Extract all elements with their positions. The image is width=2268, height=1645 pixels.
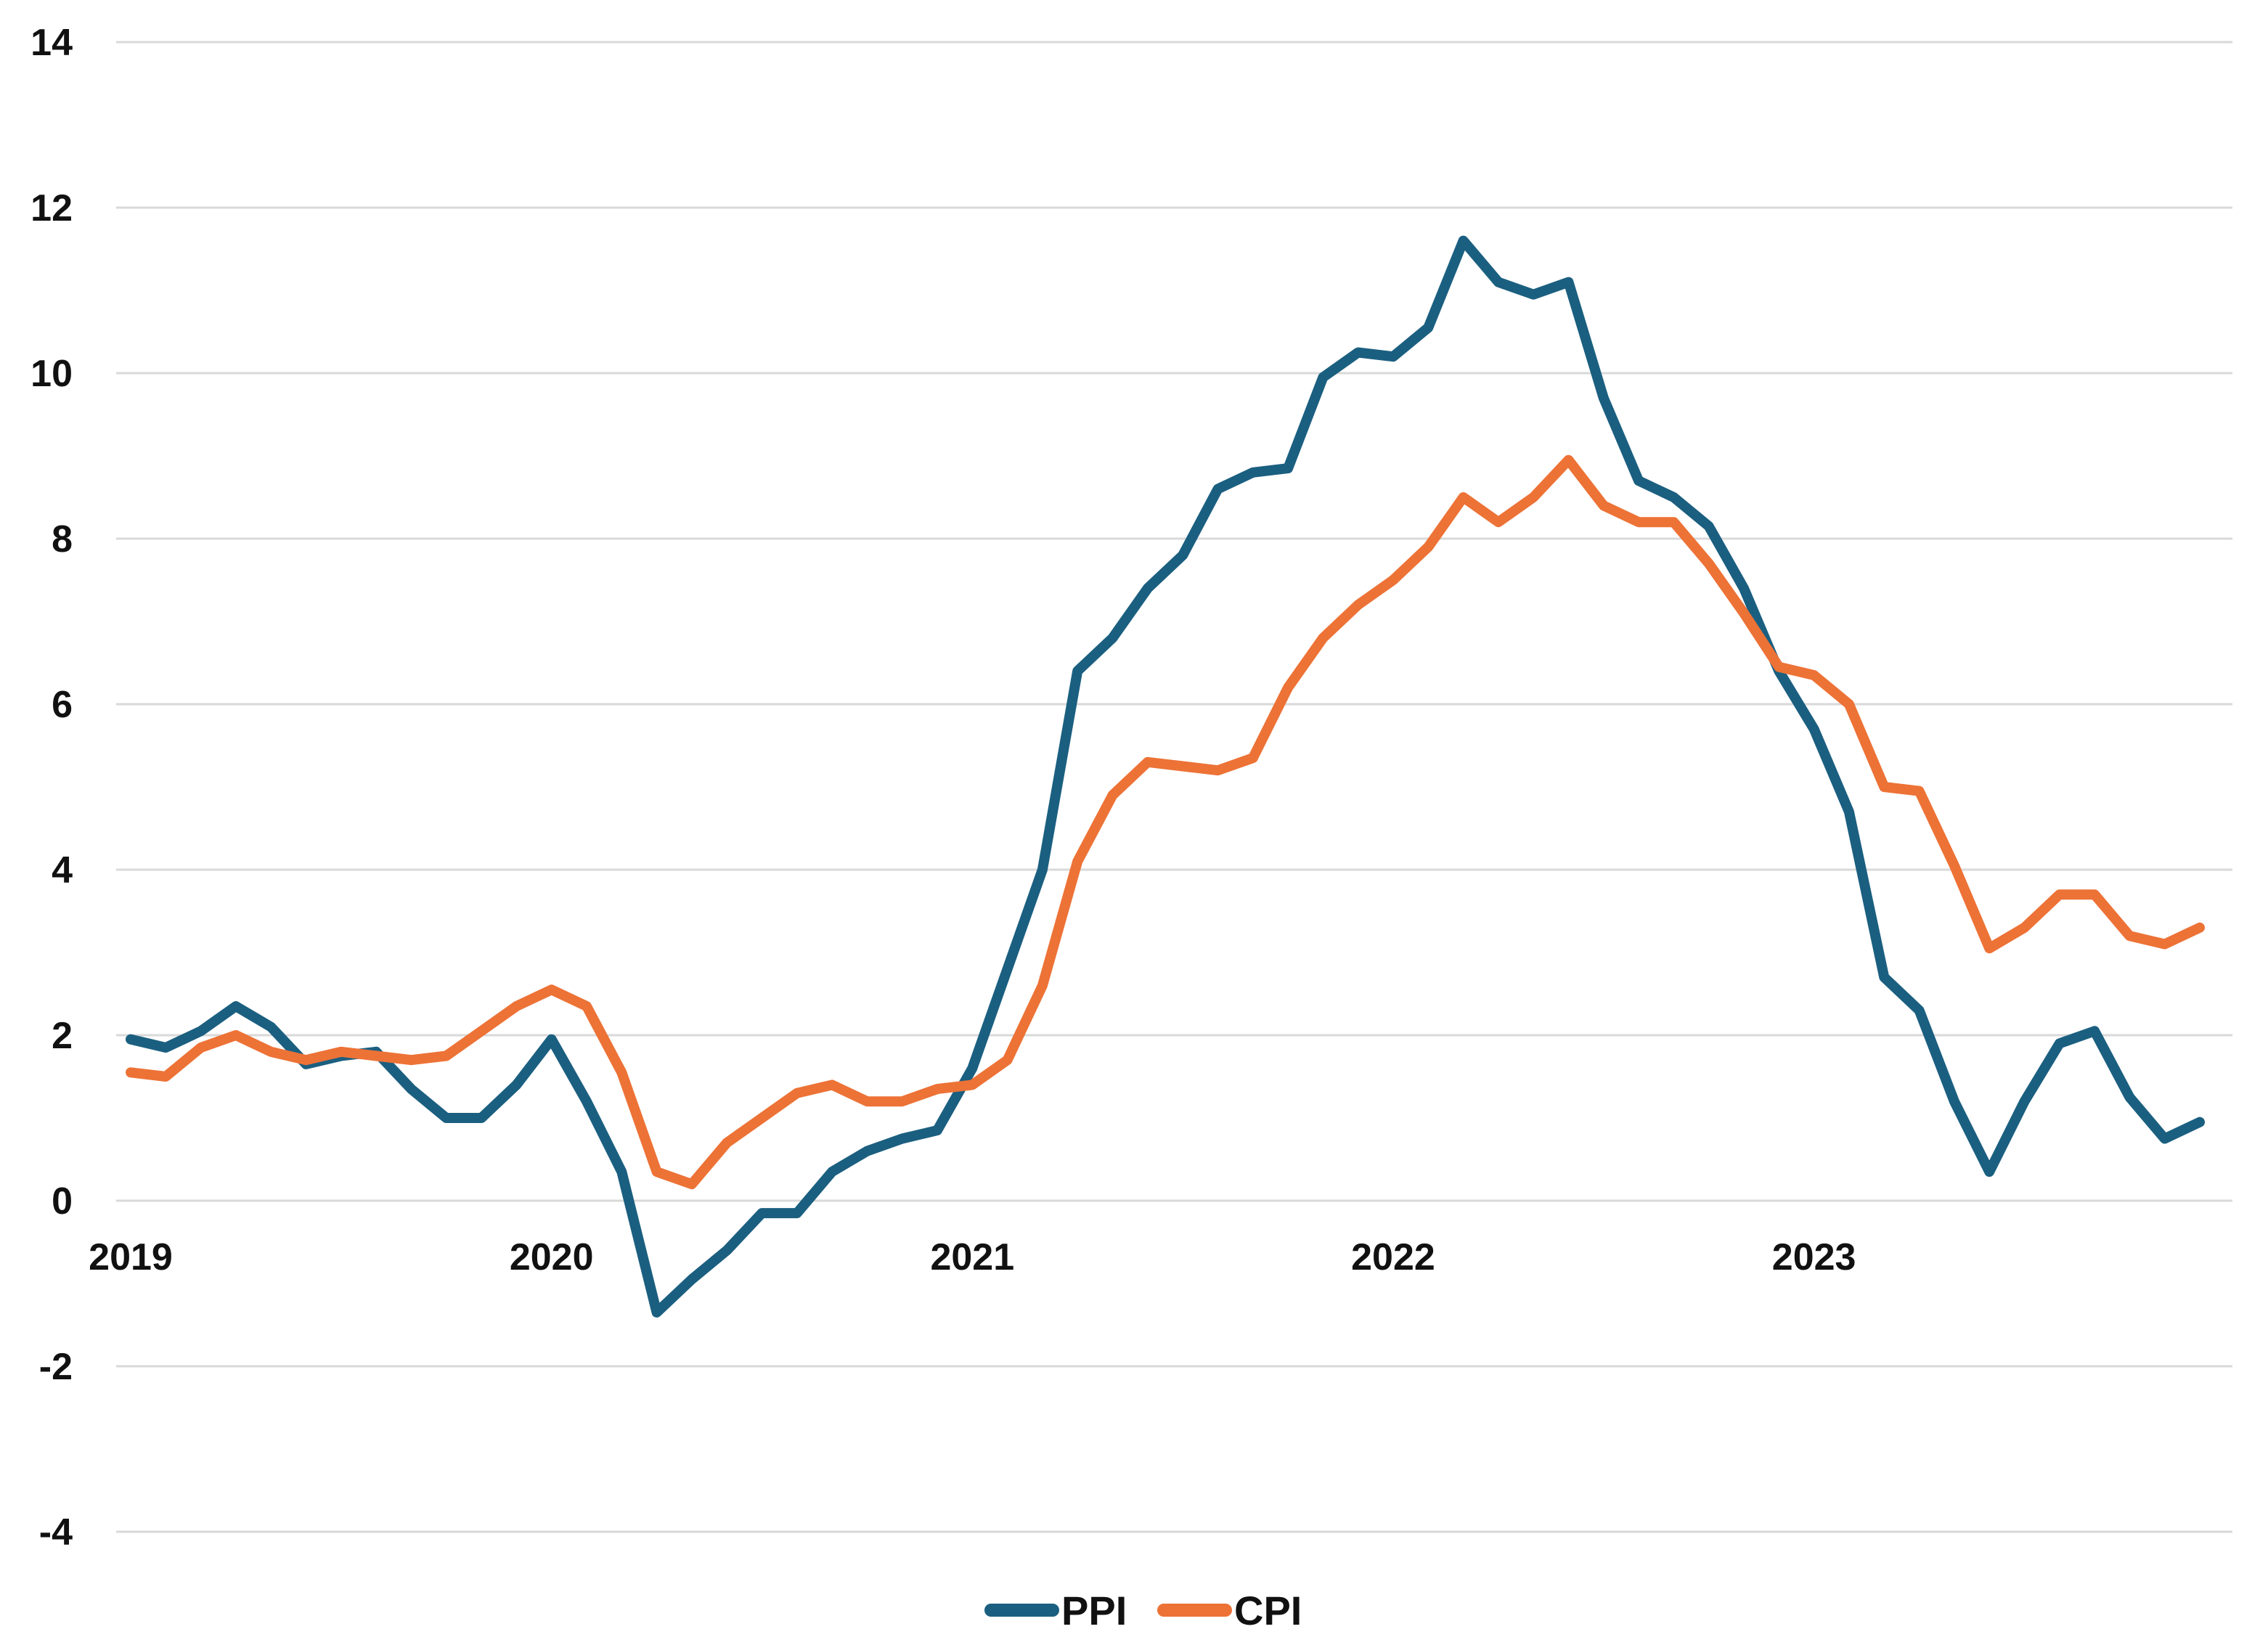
y-tick-label: 10 [30,353,73,395]
y-tick-label: 2 [52,1015,73,1057]
legend-label-cpi: CPI [1234,1588,1302,1633]
y-axis-ticks: -4 -2 0 2 4 6 8 10 12 14 [30,22,73,1554]
series-line-ppi [126,235,2205,1318]
x-tick-label: 2022 [1351,1236,1435,1278]
series-line-cpi [126,454,2205,1190]
y-tick-label: 8 [52,518,73,560]
y-tick-label: 4 [52,849,73,891]
y-tick-label: 14 [30,22,73,64]
x-tick-label: 2019 [89,1236,173,1278]
x-tick-label: 2023 [1772,1236,1856,1278]
legend-label-ppi: PPI [1061,1588,1127,1633]
x-tick-label: 2020 [510,1236,594,1278]
y-tick-label: 0 [52,1180,73,1222]
y-tick-label: -4 [39,1511,73,1554]
x-tick-label: 2021 [930,1236,1014,1278]
legend: PPI CPI [984,1588,1302,1633]
y-tick-label: 12 [30,187,73,229]
series-lines [126,235,2205,1318]
y-tick-label: -2 [39,1346,73,1388]
y-tick-label: 6 [52,684,73,726]
x-axis-ticks: 2019 2020 2021 2022 2023 [89,1236,1856,1278]
